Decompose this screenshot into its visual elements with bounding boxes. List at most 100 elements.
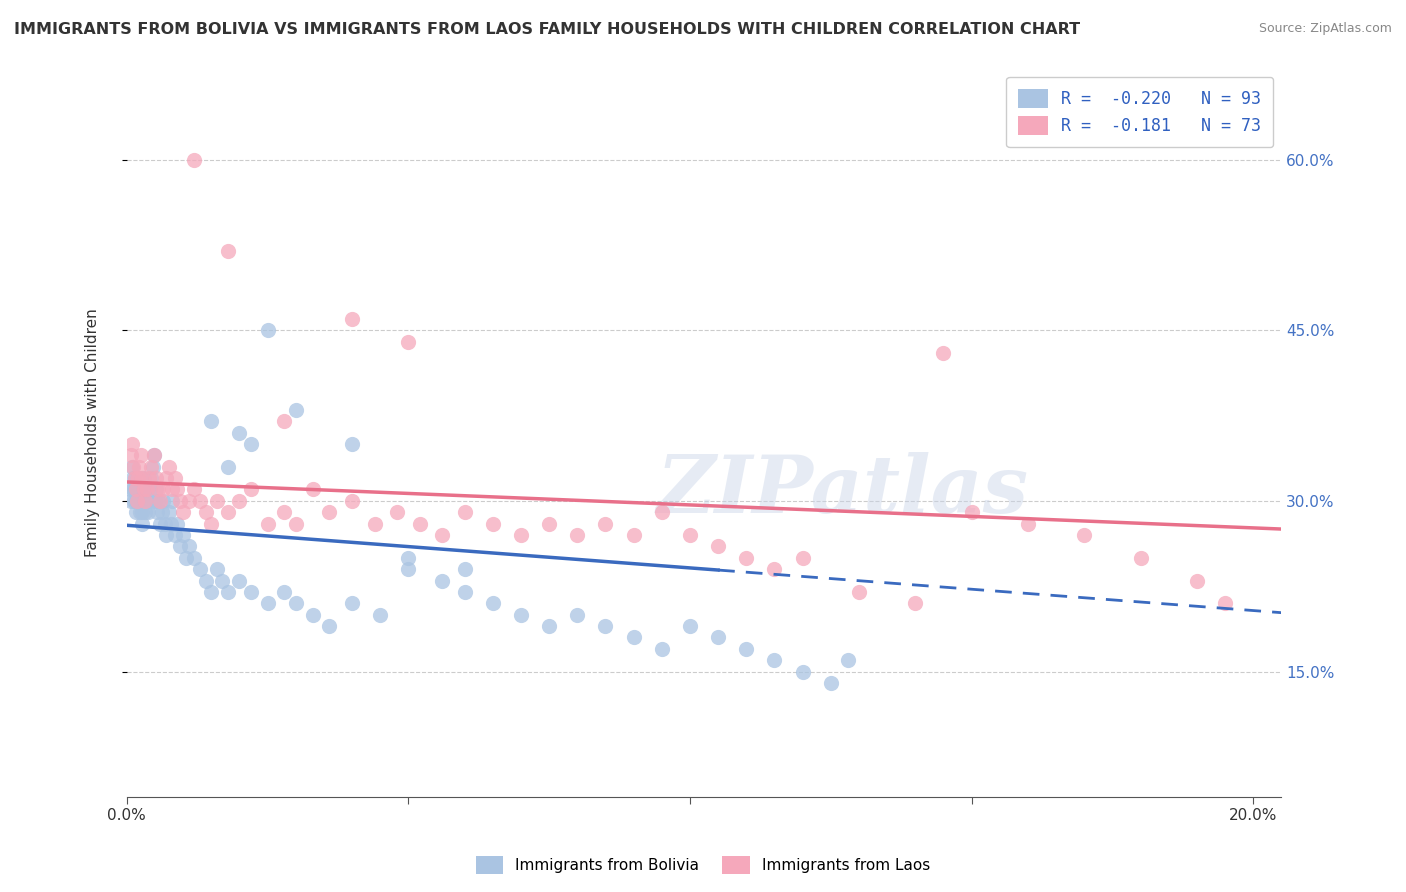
Point [194, 574, 217, 588]
Point [567, 607, 589, 622]
Point [211, 574, 233, 588]
Point [131, 516, 153, 531]
Point [157, 459, 180, 474]
Point [707, 540, 730, 554]
Point [142, 448, 165, 462]
Point [284, 402, 307, 417]
Point [239, 437, 262, 451]
Point [960, 505, 983, 519]
Point [385, 505, 408, 519]
Text: IMMIGRANTS FROM BOLIVIA VS IMMIGRANTS FROM LAOS FAMILY HOUSEHOLDS WITH CHILDREN : IMMIGRANTS FROM BOLIVIA VS IMMIGRANTS FR… [14, 22, 1080, 37]
Point [122, 471, 145, 485]
Point [121, 437, 143, 451]
Text: ZIPatlas: ZIPatlas [657, 452, 1029, 530]
Point [194, 505, 217, 519]
Point [763, 653, 786, 667]
Point [124, 471, 146, 485]
Point [129, 448, 152, 462]
Point [125, 494, 148, 508]
Point [128, 505, 150, 519]
Point [134, 505, 156, 519]
Point [217, 585, 239, 599]
Point [200, 414, 222, 428]
Point [145, 483, 167, 497]
Point [430, 574, 453, 588]
Point [820, 676, 842, 690]
Point [256, 596, 278, 610]
Point [205, 562, 228, 576]
Point [172, 505, 194, 519]
Point [228, 574, 250, 588]
Point [595, 619, 617, 633]
Point [273, 414, 295, 428]
Point [152, 483, 174, 497]
Point [138, 494, 160, 508]
Point [122, 483, 145, 497]
Point [127, 494, 149, 508]
Point [623, 528, 645, 542]
Point [228, 425, 250, 440]
Point [118, 483, 141, 497]
Point [128, 459, 150, 474]
Point [134, 471, 156, 485]
Point [301, 607, 323, 622]
Point [120, 494, 142, 508]
Point [157, 505, 180, 519]
Point [149, 516, 172, 531]
Point [340, 596, 363, 610]
Point [145, 471, 167, 485]
Point [651, 505, 673, 519]
Point [160, 494, 183, 508]
Point [453, 562, 475, 576]
Point [163, 528, 186, 542]
Point [205, 494, 228, 508]
Point [707, 631, 730, 645]
Point [256, 323, 278, 337]
Legend: Immigrants from Bolivia, Immigrants from Laos: Immigrants from Bolivia, Immigrants from… [470, 850, 936, 880]
Point [792, 665, 814, 679]
Point [188, 562, 211, 576]
Point [284, 516, 307, 531]
Point [160, 483, 183, 497]
Point [188, 494, 211, 508]
Point [217, 459, 239, 474]
Point [183, 550, 205, 565]
Point [139, 483, 162, 497]
Point [125, 505, 148, 519]
Point [125, 483, 148, 497]
Point [183, 153, 205, 167]
Point [396, 550, 419, 565]
Point [538, 516, 561, 531]
Point [396, 562, 419, 576]
Point [146, 505, 169, 519]
Point [143, 494, 166, 508]
Point [200, 585, 222, 599]
Point [177, 540, 200, 554]
Point [149, 494, 172, 508]
Point [510, 528, 533, 542]
Point [368, 607, 391, 622]
Point [318, 619, 340, 633]
Point [735, 550, 758, 565]
Point [136, 505, 159, 519]
Point [239, 483, 262, 497]
Point [538, 619, 561, 633]
Point [152, 494, 174, 508]
Legend: R =  -0.220   N = 93, R =  -0.181   N = 73: R = -0.220 N = 93, R = -0.181 N = 73 [1007, 77, 1272, 147]
Point [679, 528, 702, 542]
Point [623, 631, 645, 645]
Point [138, 471, 160, 485]
Point [121, 459, 143, 474]
Point [396, 334, 419, 349]
Point [1213, 596, 1236, 610]
Point [127, 471, 149, 485]
Point [318, 505, 340, 519]
Point [363, 516, 385, 531]
Point [848, 585, 870, 599]
Point [148, 483, 170, 497]
Point [163, 471, 186, 485]
Point [155, 528, 177, 542]
Point [1129, 550, 1152, 565]
Point [153, 516, 176, 531]
Point [141, 459, 163, 474]
